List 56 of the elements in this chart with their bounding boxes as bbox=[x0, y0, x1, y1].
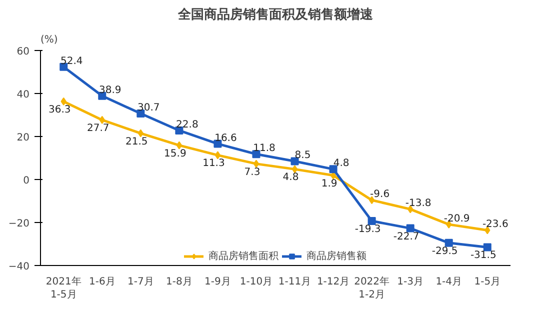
data-label: 52.4 bbox=[60, 56, 83, 67]
data-label: 11.3 bbox=[202, 158, 225, 170]
data-label: 15.9 bbox=[164, 148, 186, 160]
y-tick-label: −40 bbox=[8, 262, 30, 272]
x-tick-label: 1-8月 bbox=[166, 276, 192, 288]
y-tick-label: 0 bbox=[23, 176, 30, 186]
y-tick-label: 60 bbox=[16, 46, 30, 58]
data-label: 21.5 bbox=[126, 136, 148, 148]
x-tick-label: 2021年 1-5月 bbox=[46, 276, 82, 301]
point bbox=[406, 224, 414, 232]
x-tick-label: 1-10月 bbox=[240, 276, 273, 288]
data-label: 8.5 bbox=[294, 150, 311, 162]
data-label: 38.9 bbox=[99, 84, 122, 96]
data-label: -19.3 bbox=[354, 224, 381, 235]
data-label: -29.5 bbox=[432, 246, 458, 257]
data-label: 22.8 bbox=[176, 119, 198, 130]
chart-title: 全国商品房销售面积及销售额增速 bbox=[177, 6, 374, 22]
y-tick-label: 40 bbox=[16, 90, 30, 100]
data-label: -13.8 bbox=[405, 198, 432, 210]
x-tick-label: 1-12月 bbox=[316, 276, 350, 288]
x-tick-label: 1-9月 bbox=[204, 276, 231, 288]
data-label: -31.5 bbox=[470, 250, 496, 262]
data-label: 4.8 bbox=[333, 158, 350, 170]
legend-label: 商品房销售额 bbox=[306, 250, 366, 263]
x-tick-label: 1-11月 bbox=[278, 276, 312, 288]
point bbox=[60, 97, 66, 106]
point bbox=[368, 216, 376, 225]
data-label: 1.9 bbox=[321, 178, 338, 190]
point bbox=[99, 116, 105, 124]
point bbox=[290, 157, 299, 166]
x-tick-label: 2022年 1-2月 bbox=[354, 276, 390, 301]
point bbox=[444, 238, 453, 247]
data-label: 27.7 bbox=[87, 122, 110, 134]
x-tick-label: 1-5月 bbox=[474, 276, 501, 288]
data-label: 4.8 bbox=[282, 172, 299, 184]
point bbox=[138, 129, 144, 138]
y-tick-label: −20 bbox=[8, 218, 30, 230]
data-label: 16.6 bbox=[214, 132, 237, 144]
y-tick-label: 20 bbox=[16, 132, 30, 144]
data-label: 11.8 bbox=[253, 143, 276, 154]
data-label: -23.6 bbox=[482, 219, 508, 230]
data-label: -22.7 bbox=[393, 231, 420, 242]
point bbox=[253, 160, 260, 168]
legend-label: 商品房销售面积 bbox=[208, 250, 278, 263]
point bbox=[176, 141, 182, 150]
x-tick-label: 1-6月 bbox=[88, 276, 116, 288]
data-label: 36.3 bbox=[48, 104, 71, 116]
x-tick-label: 1-7月 bbox=[127, 276, 154, 288]
x-tick-label: 1-3月 bbox=[397, 276, 424, 288]
data-label: 30.7 bbox=[138, 102, 160, 114]
data-label: 7.3 bbox=[244, 166, 260, 178]
data-label: -9.6 bbox=[370, 189, 390, 200]
y-axis-title: (%) bbox=[40, 34, 58, 46]
data-label: -20.9 bbox=[444, 213, 470, 224]
x-tick-label: 1-4月 bbox=[436, 276, 462, 288]
point bbox=[329, 165, 338, 174]
